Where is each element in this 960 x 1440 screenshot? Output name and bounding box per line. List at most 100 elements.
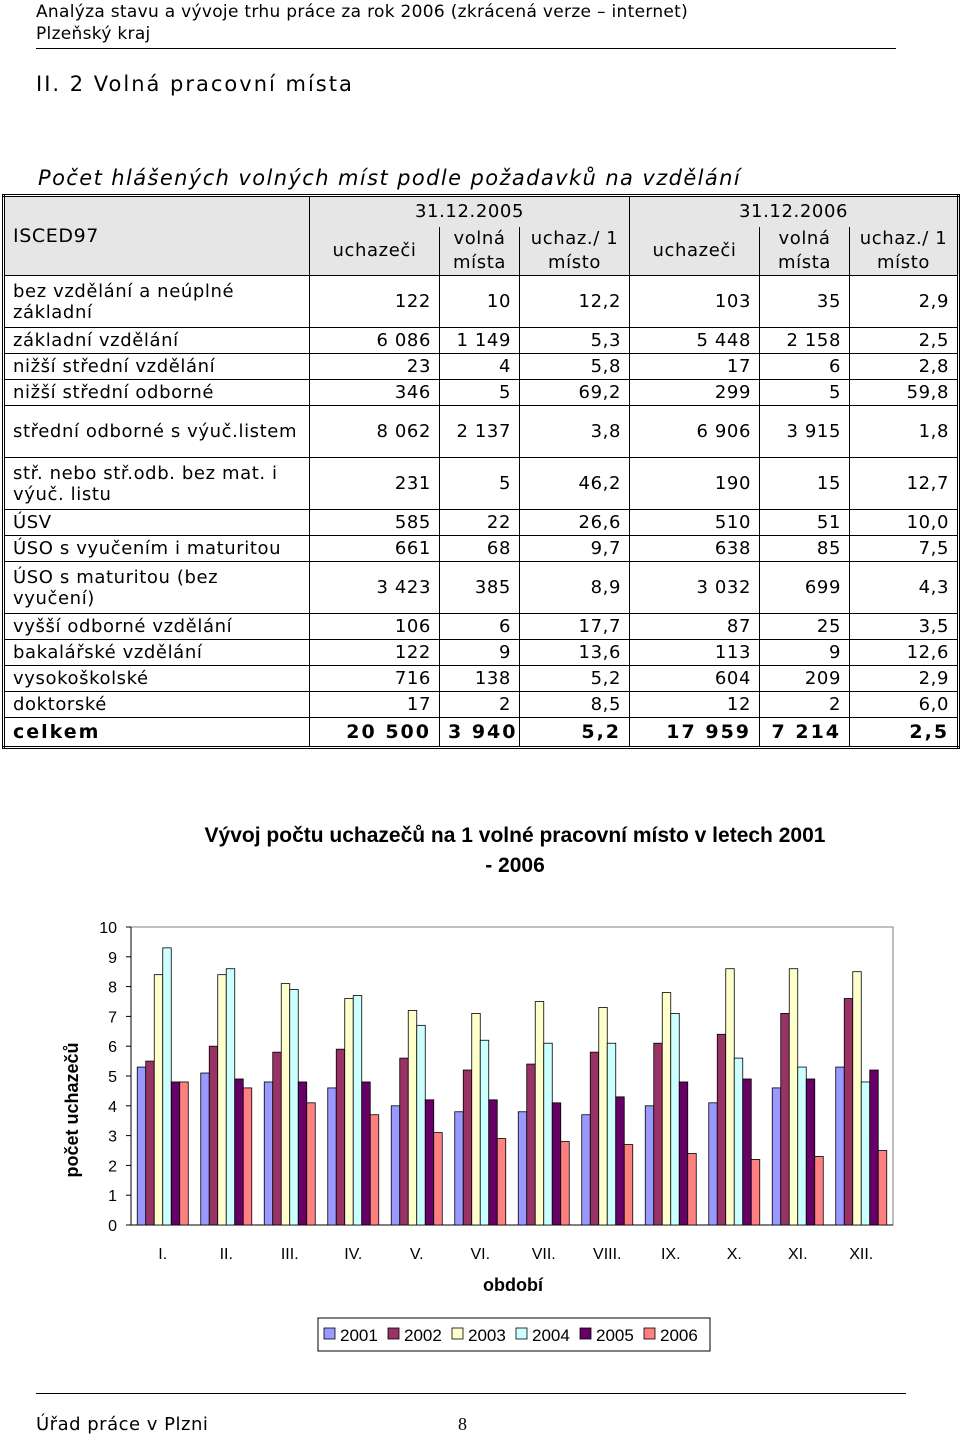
document-header-region: Plzeňský kraj [36,24,151,44]
bar [589,1051,600,1226]
total-value: 20 500 [309,717,440,748]
row-value: 8,9 [518,561,631,614]
bar [488,1099,498,1226]
page-number: 8 [458,1414,468,1434]
legend-label: 2002 [404,1326,442,1345]
bar [344,998,354,1226]
y-tick-label: 8 [108,980,117,997]
row-value: 585 [309,509,440,536]
legend-label: 2001 [340,1326,378,1345]
row-value: 2 [759,691,851,718]
legend-label: 2004 [532,1326,570,1345]
bar [496,1138,507,1226]
col-volna-2006: volná místa [759,227,851,276]
row-value: 5,2 [518,665,631,692]
bar [462,1069,473,1226]
section-title: II. 2 Volná pracovní místa [36,72,354,96]
row-value: 69,2 [518,379,631,406]
bar [598,1007,608,1226]
bar [653,1042,663,1226]
bar [526,1063,536,1226]
row-value: 1,8 [849,405,960,458]
x-tick-label: VII. [532,1246,556,1263]
bar [153,974,164,1226]
total-value: 2,5 [849,717,960,748]
bar [416,1024,426,1226]
row-value: 661 [309,535,440,562]
row-value: 23 [309,353,440,380]
row-value: 10 [439,275,520,328]
row-value: 9,7 [518,535,631,562]
row-value: 604 [629,665,761,692]
legend-label: 2005 [596,1326,634,1345]
date-2006-header: 31.12.2006 [629,195,960,227]
bar [733,1057,744,1226]
y-tick-label: 0 [108,1218,117,1235]
bar [543,1042,553,1226]
bar [289,989,299,1226]
legend-swatch [579,1327,592,1340]
row-label: ÚSV [3,509,310,536]
row-label: ÚSO s vyučením i maturitou [3,535,310,562]
bar [424,1099,435,1226]
bar [742,1078,752,1226]
table-total-row: celkem 20 500 3 940 5,2 17 959 7 214 2,5 [3,717,960,748]
col-uchaz-2005: uchaz./ 1 místo [518,227,631,276]
row-label: střední odborné s výuč.listem [3,405,310,458]
bar [297,1081,308,1226]
x-tick-label: IX. [661,1246,681,1263]
x-axis-label: období [483,1275,544,1295]
row-value: 51 [759,509,851,536]
row-value: 346 [309,379,440,406]
bar [835,1066,845,1226]
table-header-row: ISCED97 31.12.2005 31.12.2006 [3,195,960,276]
x-tick-label: V. [410,1246,424,1263]
header-divider [36,48,896,49]
row-value: 12,7 [849,457,960,510]
total-value: 7 214 [759,717,851,748]
row-value: 13,6 [518,639,631,666]
bar [306,1102,316,1226]
table-row: základní vzdělání 6 086 1 149 5,3 5 448 2 158… [3,327,960,354]
table-row: ÚSV 585 22 26,6 510 51 10,0 [3,509,960,536]
x-tick-label: VI. [470,1246,490,1263]
row-value: 6,0 [849,691,960,718]
legend-swatch [643,1327,656,1340]
bar [208,1045,219,1226]
row-value: 2,9 [849,665,960,692]
bar [814,1156,824,1226]
bar [797,1066,807,1226]
table-row: stř. nebo stř.odb. bez mat. i výuč. list… [3,457,960,510]
footer-divider [36,1393,906,1394]
bar [877,1150,888,1226]
x-tick-label: XI. [788,1246,808,1263]
table-row: bakalářské vzdělání 122 9 13,6 113 9 12,6 [3,639,960,666]
total-value: 5,2 [518,717,631,748]
bar [805,1078,816,1226]
row-value: 2 [439,691,520,718]
vacancy-table: ISCED97 31.12.2005 31.12.2006 uchazeči v… [2,194,960,749]
bar [670,1013,680,1226]
bar [335,1048,346,1226]
bar [145,1060,155,1226]
bar [623,1144,634,1226]
legend-label: 2003 [468,1326,506,1345]
row-value: 6 [759,353,851,380]
bar [615,1096,625,1226]
bar [179,1081,189,1226]
y-tick-label: 9 [108,950,117,967]
bar [136,1066,147,1226]
bar [661,992,672,1226]
y-tick-label: 7 [108,1009,117,1026]
row-value: 638 [629,535,761,562]
row-value: 3 915 [759,405,851,458]
row-value: 35 [759,275,851,328]
row-value: 59,8 [849,379,960,406]
bar [454,1111,464,1226]
row-value: 12,2 [518,275,631,328]
table-subheader-row: uchazeči volná místa uchaz./ 1 místo uch… [4,227,960,276]
bar [217,974,227,1226]
bar [869,1069,879,1226]
row-value: 22 [439,509,520,536]
